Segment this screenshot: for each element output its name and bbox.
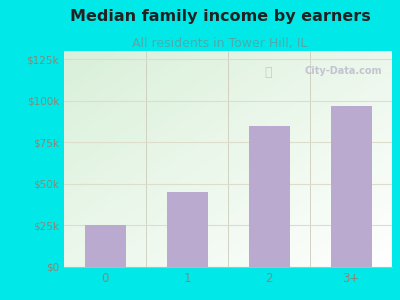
- Text: City-Data.com: City-Data.com: [305, 66, 382, 76]
- Text: All residents in Tower Hill, IL: All residents in Tower Hill, IL: [132, 38, 308, 50]
- Text: Median family income by earners: Median family income by earners: [70, 9, 370, 24]
- Text: Ⓠ: Ⓠ: [264, 66, 272, 79]
- Bar: [166, 192, 208, 267]
- Bar: [330, 106, 372, 267]
- Bar: [248, 126, 290, 267]
- Bar: [84, 226, 126, 267]
